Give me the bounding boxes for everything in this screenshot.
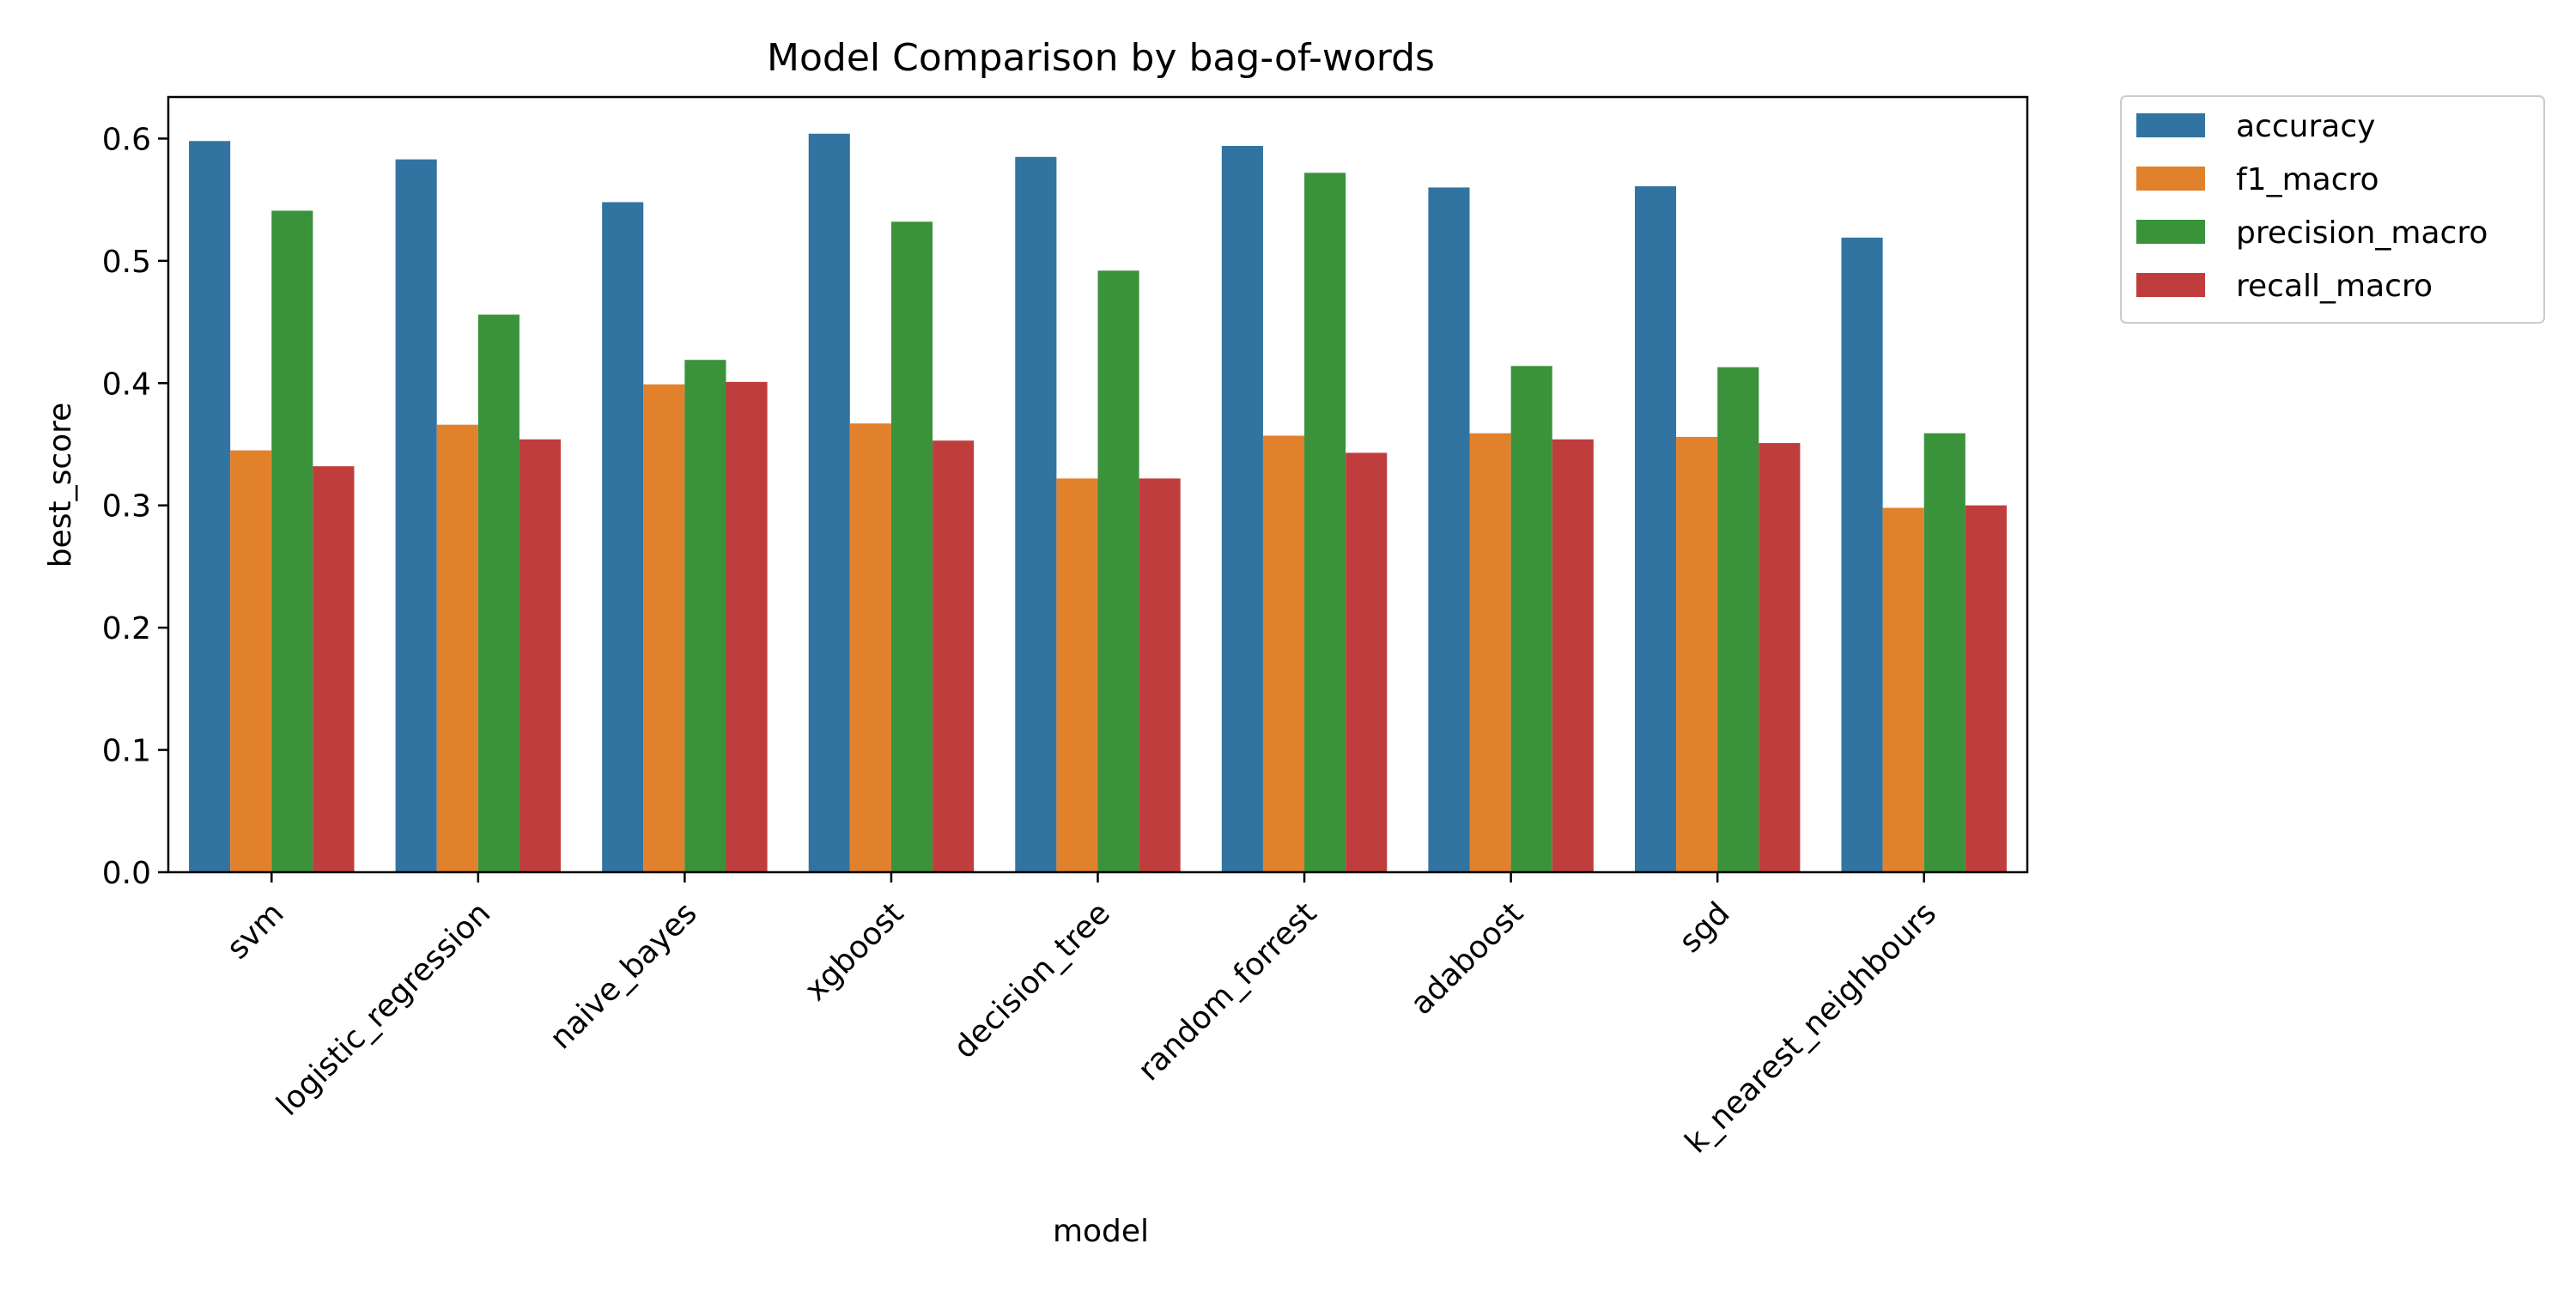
y-tick-label: 0.2 xyxy=(102,611,151,646)
bar-recall_macro-xgboost xyxy=(933,440,975,872)
bar-precision_macro-k_nearest_neighbours xyxy=(1923,433,1965,872)
legend-swatch-accuracy xyxy=(2136,113,2205,137)
plot-area xyxy=(189,133,2007,873)
x-tick-label: sgd xyxy=(1673,895,1737,960)
bar-accuracy-naive_bayes xyxy=(602,202,644,873)
bar-recall_macro-naive_bayes xyxy=(726,381,768,872)
bar-accuracy-decision_tree xyxy=(1015,156,1057,873)
bar-accuracy-random_forrest xyxy=(1221,145,1263,873)
bar-f1_macro-k_nearest_neighbours xyxy=(1882,507,1924,872)
legend-label-f1_macro: f1_macro xyxy=(2236,162,2379,197)
bar-f1_macro-decision_tree xyxy=(1056,478,1098,872)
bar-recall_macro-adaboost xyxy=(1552,439,1594,872)
bar-precision_macro-xgboost xyxy=(890,221,933,872)
legend: accuracy f1_macro precision_macro recall_ma… xyxy=(2120,95,2545,324)
bar-precision_macro-sgd xyxy=(1717,367,1759,872)
y-axis: 0.0 0.1 0.2 0.3 0.4 0.5 0.6 xyxy=(102,122,168,891)
y-tick-label: 0.4 xyxy=(102,367,151,402)
bar-f1_macro-sgd xyxy=(1676,436,1718,872)
bar-recall_macro-svm xyxy=(313,466,355,872)
x-tick-label: logistic_regression xyxy=(270,895,498,1123)
bar-accuracy-logistic_regression xyxy=(395,159,437,872)
bar-f1_macro-xgboost xyxy=(849,423,891,872)
y-tick-label: 0.0 xyxy=(102,856,151,891)
bar-recall_macro-sgd xyxy=(1759,443,1801,872)
legend-label-accuracy: accuracy xyxy=(2236,109,2375,144)
y-tick-label: 0.3 xyxy=(102,489,151,525)
legend-swatch-f1_macro xyxy=(2136,167,2205,191)
bar-accuracy-xgboost xyxy=(808,133,850,873)
bar-f1_macro-adaboost xyxy=(1469,433,1511,872)
x-tick-label: adaboost xyxy=(1404,895,1530,1022)
x-tick-label: svm xyxy=(221,895,291,966)
x-tick-label: naive_bayes xyxy=(544,895,704,1056)
bar-precision_macro-logistic_regression xyxy=(477,314,519,872)
legend-swatch-recall_macro xyxy=(2136,273,2205,297)
bar-precision_macro-random_forrest xyxy=(1304,173,1346,872)
y-tick-label: 0.1 xyxy=(102,734,151,769)
bar-precision_macro-naive_bayes xyxy=(684,360,726,873)
bar-f1_macro-naive_bayes xyxy=(643,384,685,873)
x-tick-label: decision_tree xyxy=(947,895,1117,1065)
bar-accuracy-sgd xyxy=(1634,185,1677,873)
legend-label-precision_macro: precision_macro xyxy=(2236,215,2488,251)
y-tick-label: 0.6 xyxy=(102,122,151,157)
legend-box xyxy=(2120,95,2545,324)
y-tick-label: 0.5 xyxy=(102,245,151,280)
bar-accuracy-svm xyxy=(189,141,231,872)
bar-f1_macro-svm xyxy=(230,450,272,872)
bar-recall_macro-random_forrest xyxy=(1346,452,1388,872)
bar-accuracy-k_nearest_neighbours xyxy=(1841,237,1883,872)
chart-title: Model Comparison by bag-of-words xyxy=(767,36,1435,80)
bar-f1_macro-logistic_regression xyxy=(436,424,478,873)
bar-accuracy-adaboost xyxy=(1428,187,1470,872)
x-tick-label: xgboost xyxy=(799,895,911,1008)
legend-swatch-precision_macro xyxy=(2136,220,2205,244)
x-axis-label: model xyxy=(1053,1214,1149,1249)
bar-recall_macro-k_nearest_neighbours xyxy=(1965,505,2007,872)
bar-precision_macro-adaboost xyxy=(1510,366,1552,873)
bar-precision_macro-decision_tree xyxy=(1097,270,1139,872)
bar-precision_macro-svm xyxy=(271,210,313,872)
y-axis-label: best_score xyxy=(43,403,78,568)
bar-recall_macro-decision_tree xyxy=(1139,478,1181,872)
bar-recall_macro-logistic_regression xyxy=(519,439,562,872)
legend-label-recall_macro: recall_macro xyxy=(2236,269,2433,304)
bar-f1_macro-random_forrest xyxy=(1262,435,1305,872)
x-tick-label: random_forrest xyxy=(1132,895,1324,1088)
